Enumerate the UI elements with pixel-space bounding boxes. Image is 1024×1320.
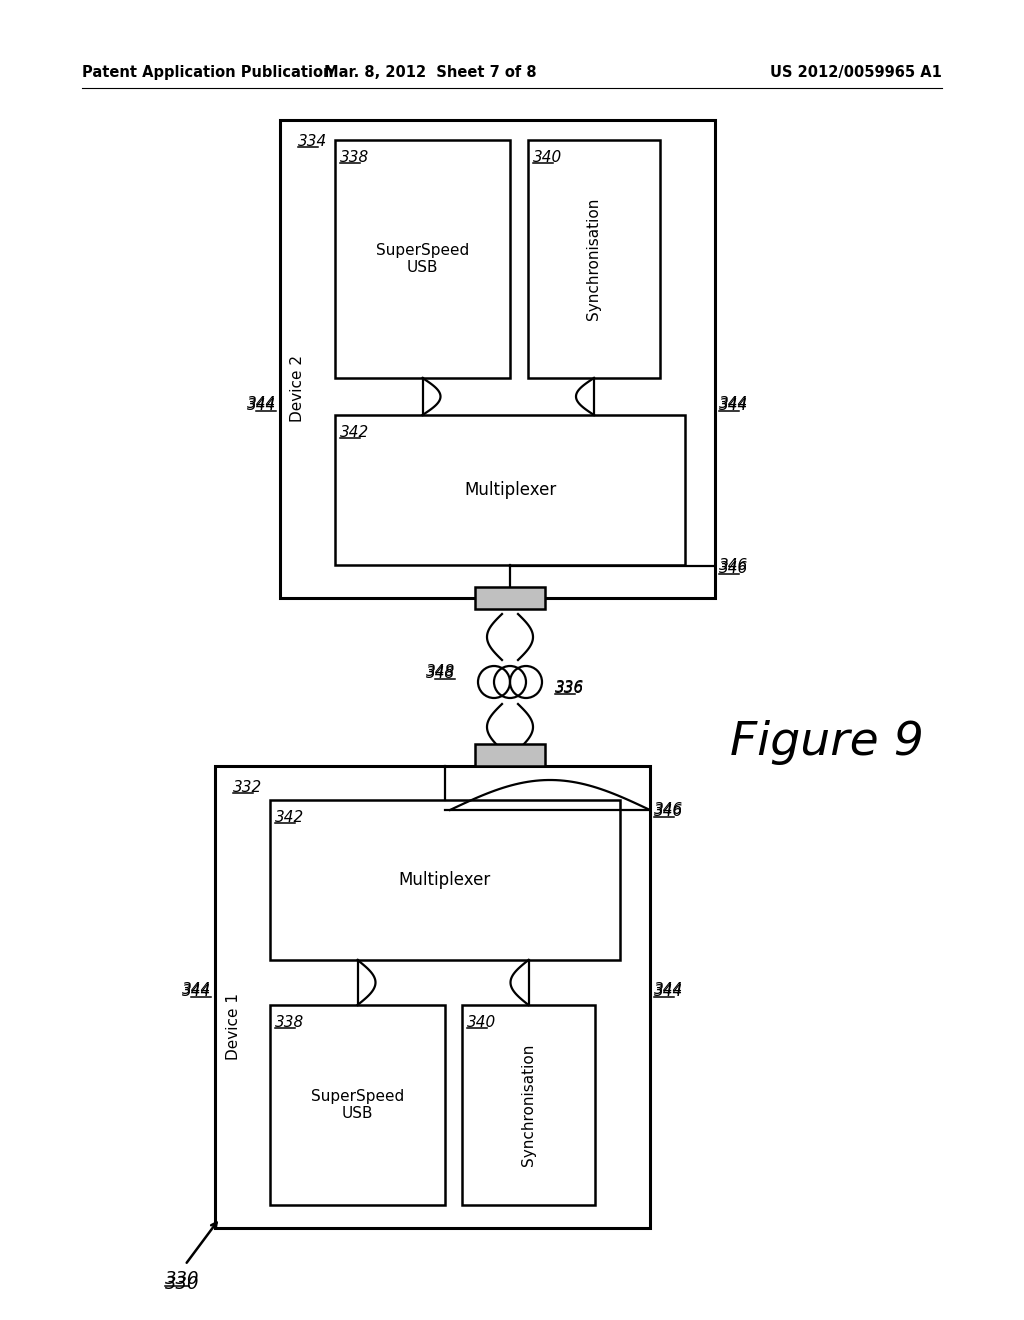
Text: 334: 334 — [298, 135, 328, 149]
Text: 340: 340 — [534, 150, 562, 165]
Text: 344: 344 — [247, 399, 276, 413]
Text: 346: 346 — [719, 561, 749, 576]
Text: 330: 330 — [165, 1270, 200, 1288]
Text: 344: 344 — [654, 983, 683, 999]
Text: 344: 344 — [181, 983, 211, 999]
Text: US 2012/0059965 A1: US 2012/0059965 A1 — [770, 65, 942, 81]
Text: 344: 344 — [181, 982, 211, 998]
Text: 344: 344 — [654, 982, 683, 998]
Text: 338: 338 — [275, 1015, 304, 1030]
Text: 346: 346 — [719, 558, 749, 573]
Text: 344: 344 — [719, 399, 749, 413]
Text: 346: 346 — [654, 803, 683, 817]
Text: Synchronisation: Synchronisation — [521, 1044, 536, 1166]
Text: 330: 330 — [165, 1275, 200, 1294]
Text: Mar. 8, 2012  Sheet 7 of 8: Mar. 8, 2012 Sheet 7 of 8 — [324, 65, 537, 81]
Bar — [270, 1005, 445, 1205]
Text: 342: 342 — [275, 810, 304, 825]
Text: 342: 342 — [340, 425, 370, 440]
Text: 344: 344 — [719, 396, 749, 411]
Bar — [528, 140, 660, 378]
Text: Device 1: Device 1 — [225, 994, 241, 1060]
Text: 346: 346 — [654, 804, 683, 818]
Bar — [475, 744, 545, 766]
Text: Device 2: Device 2 — [291, 355, 305, 422]
Text: Synchronisation: Synchronisation — [587, 198, 601, 321]
Bar — [280, 120, 715, 598]
Text: 336: 336 — [555, 680, 585, 694]
Text: 344: 344 — [247, 396, 276, 411]
Text: 348: 348 — [426, 664, 455, 680]
Text: Figure 9: Figure 9 — [730, 719, 924, 766]
Text: 332: 332 — [233, 780, 262, 795]
Text: 348: 348 — [426, 667, 455, 681]
Text: SuperSpeed
USB: SuperSpeed USB — [311, 1089, 404, 1121]
Text: 340: 340 — [467, 1015, 497, 1030]
Text: 338: 338 — [340, 150, 370, 165]
Text: Patent Application Publication: Patent Application Publication — [82, 65, 334, 81]
Bar — [335, 140, 510, 378]
Bar — [335, 414, 685, 565]
Bar — [462, 1005, 595, 1205]
Text: Multiplexer: Multiplexer — [464, 480, 556, 499]
Text: SuperSpeed
USB: SuperSpeed USB — [376, 243, 469, 275]
Bar — [270, 800, 620, 960]
Bar — [215, 766, 650, 1228]
Text: Multiplexer: Multiplexer — [399, 871, 492, 888]
Bar — [475, 587, 545, 609]
Text: 336: 336 — [555, 681, 585, 696]
